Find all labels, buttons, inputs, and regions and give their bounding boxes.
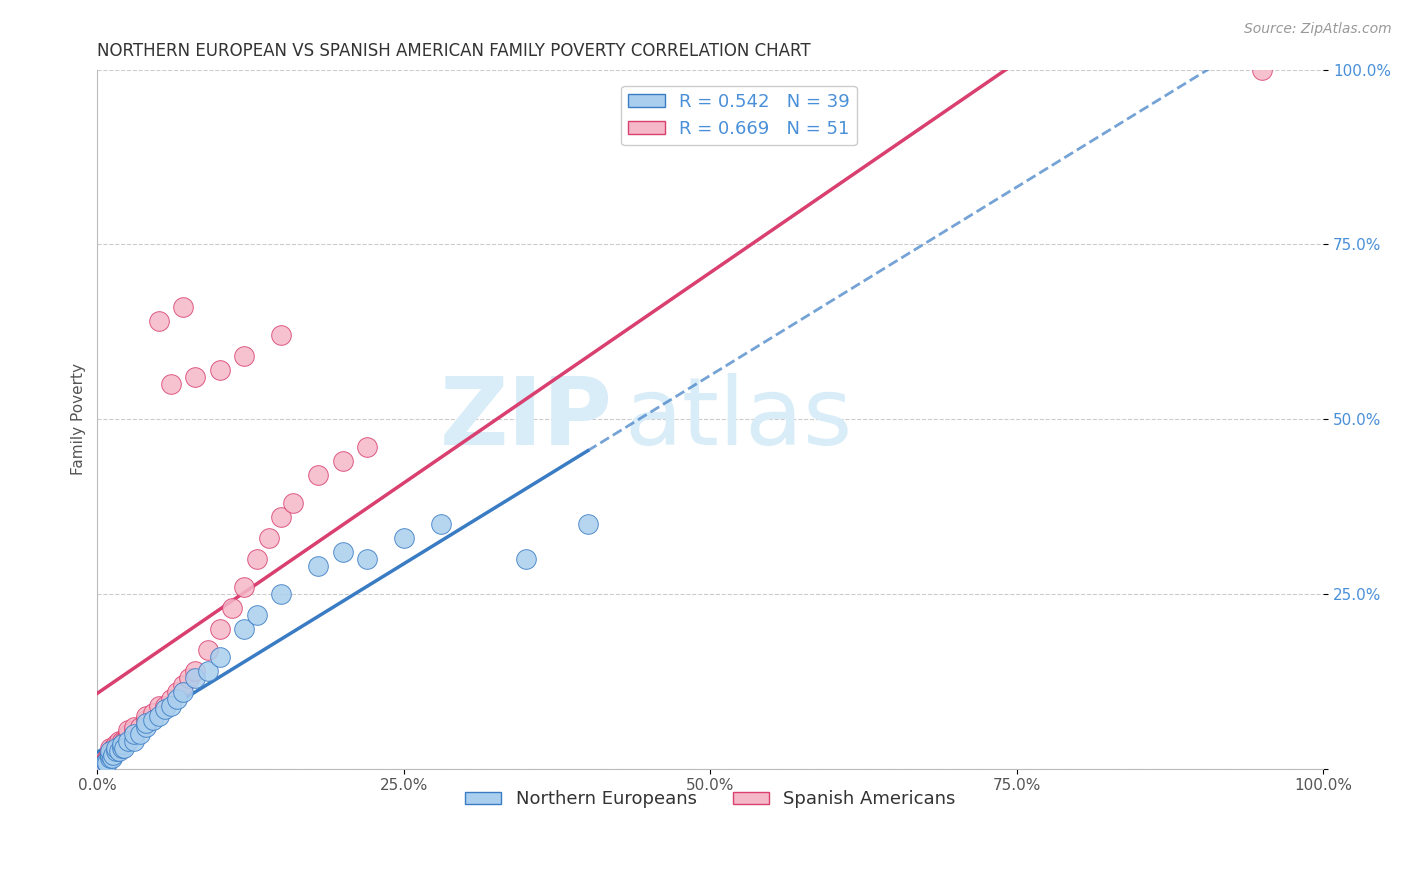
Point	[208, 363, 231, 377]
Point	[108, 733, 131, 747]
Text: ZIP: ZIP	[439, 373, 612, 465]
Point	[117, 723, 139, 738]
Point	[515, 552, 537, 566]
Point	[108, 737, 131, 751]
Point	[98, 751, 121, 765]
Point	[103, 747, 125, 762]
Point	[93, 758, 115, 772]
Point	[90, 758, 112, 772]
Point	[233, 622, 256, 636]
Point	[356, 552, 378, 566]
Point	[153, 698, 176, 713]
Point	[197, 664, 219, 678]
Point	[111, 737, 134, 751]
Point	[576, 516, 599, 531]
Legend: Northern Europeans, Spanish Americans: Northern Europeans, Spanish Americans	[458, 783, 963, 815]
Point	[129, 720, 152, 734]
Point	[108, 744, 131, 758]
Point	[117, 733, 139, 747]
Point	[148, 314, 170, 328]
Point	[97, 751, 120, 765]
Point	[392, 531, 415, 545]
Point	[141, 706, 163, 720]
Y-axis label: Family Poverty: Family Poverty	[72, 363, 86, 475]
Point	[307, 558, 329, 573]
Point	[283, 496, 305, 510]
Point	[135, 716, 157, 731]
Point	[93, 756, 115, 770]
Text: atlas: atlas	[624, 373, 853, 465]
Point	[122, 720, 145, 734]
Point	[257, 531, 280, 545]
Point	[98, 747, 121, 762]
Point	[98, 747, 121, 762]
Point	[135, 709, 157, 723]
Point	[221, 600, 243, 615]
Point	[429, 516, 451, 531]
Point	[135, 720, 157, 734]
Point	[160, 691, 183, 706]
Point	[135, 713, 157, 727]
Point	[98, 744, 121, 758]
Point	[184, 664, 207, 678]
Point	[104, 740, 127, 755]
Point	[166, 691, 188, 706]
Point	[112, 740, 135, 755]
Point	[184, 370, 207, 384]
Point	[332, 545, 354, 559]
Point	[104, 737, 127, 751]
Point	[233, 349, 256, 363]
Point	[160, 698, 183, 713]
Point	[184, 671, 207, 685]
Point	[103, 740, 125, 755]
Point	[101, 751, 124, 765]
Point	[104, 740, 127, 755]
Point	[246, 552, 269, 566]
Point	[197, 642, 219, 657]
Point	[148, 698, 170, 713]
Point	[129, 727, 152, 741]
Point	[270, 510, 292, 524]
Point	[141, 713, 163, 727]
Point	[96, 751, 118, 765]
Point	[98, 744, 121, 758]
Point	[172, 301, 194, 315]
Point	[233, 580, 256, 594]
Point	[153, 702, 176, 716]
Point	[208, 649, 231, 664]
Point	[104, 744, 127, 758]
Point	[98, 740, 121, 755]
Point	[117, 727, 139, 741]
Point	[111, 740, 134, 755]
Point	[246, 607, 269, 622]
Point	[122, 723, 145, 738]
Point	[270, 587, 292, 601]
Point	[332, 454, 354, 468]
Point	[122, 733, 145, 747]
Point	[93, 755, 115, 769]
Point	[111, 733, 134, 747]
Point	[172, 685, 194, 699]
Point	[1251, 62, 1274, 77]
Point	[122, 727, 145, 741]
Point	[148, 709, 170, 723]
Text: Source: ZipAtlas.com: Source: ZipAtlas.com	[1244, 22, 1392, 37]
Point	[112, 733, 135, 747]
Point	[179, 671, 201, 685]
Point	[270, 328, 292, 343]
Point	[160, 377, 183, 392]
Point	[166, 685, 188, 699]
Point	[101, 744, 124, 758]
Point	[208, 622, 231, 636]
Point	[94, 755, 117, 769]
Point	[172, 678, 194, 692]
Point	[307, 468, 329, 483]
Point	[356, 440, 378, 454]
Point	[94, 753, 117, 767]
Point	[96, 756, 118, 770]
Text: NORTHERN EUROPEAN VS SPANISH AMERICAN FAMILY POVERTY CORRELATION CHART: NORTHERN EUROPEAN VS SPANISH AMERICAN FA…	[97, 42, 811, 60]
